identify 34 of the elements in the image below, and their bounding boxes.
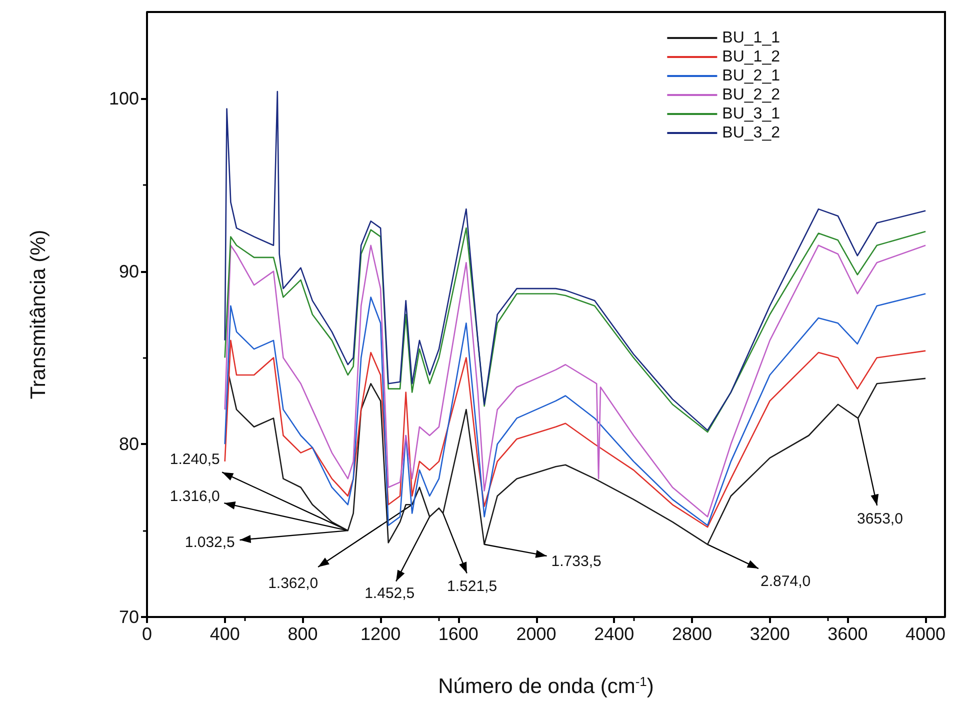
- y-tick-label: 90: [118, 261, 139, 282]
- annotation: 1.316,0: [170, 488, 220, 506]
- legend-label: BU_2_2: [722, 86, 780, 104]
- y-tick-label: 80: [118, 434, 139, 454]
- legend-label: BU_2_1: [722, 68, 780, 84]
- x-tick-label: 0: [142, 624, 152, 644]
- x-tick-label: 3200: [750, 624, 790, 644]
- x-tick-label: 800: [288, 624, 318, 644]
- x-tick-label: 4000: [906, 624, 946, 644]
- annotation: 1.032,5: [184, 534, 235, 552]
- annotation: 1.452,5: [364, 585, 415, 602]
- x-tick-label: 2400: [594, 624, 634, 644]
- annotation: 2.874,0: [760, 572, 811, 590]
- x-tick-label: 1200: [360, 624, 401, 644]
- legend-label: BU_3_2: [722, 124, 780, 142]
- annotation: 3653,0: [857, 510, 903, 528]
- legend-label: BU_3_1: [722, 106, 780, 122]
- y-axis-title: Transmitância (%): [27, 230, 50, 400]
- line-series: [224, 293, 926, 526]
- x-tick-label: 2800: [672, 624, 712, 644]
- annotation: 1.733,5: [551, 552, 602, 570]
- legend-label: BU_1_1: [722, 30, 780, 46]
- legend-label: BU_1_2: [722, 48, 780, 66]
- x-tick-label: 400: [210, 624, 240, 644]
- x-tick-label: 1600: [438, 624, 478, 644]
- line-series: [224, 340, 926, 528]
- annotation: 1.362,0: [268, 575, 318, 592]
- annotation: 1.240,5: [170, 451, 220, 468]
- line-series: [224, 227, 926, 433]
- x-tick-label: 3600: [828, 624, 868, 644]
- annotation: 1.521,5: [447, 578, 498, 595]
- y-tick-label: 70: [118, 607, 139, 627]
- y-tick-label: 100: [108, 88, 139, 108]
- x-tick-label: 2000: [516, 624, 556, 644]
